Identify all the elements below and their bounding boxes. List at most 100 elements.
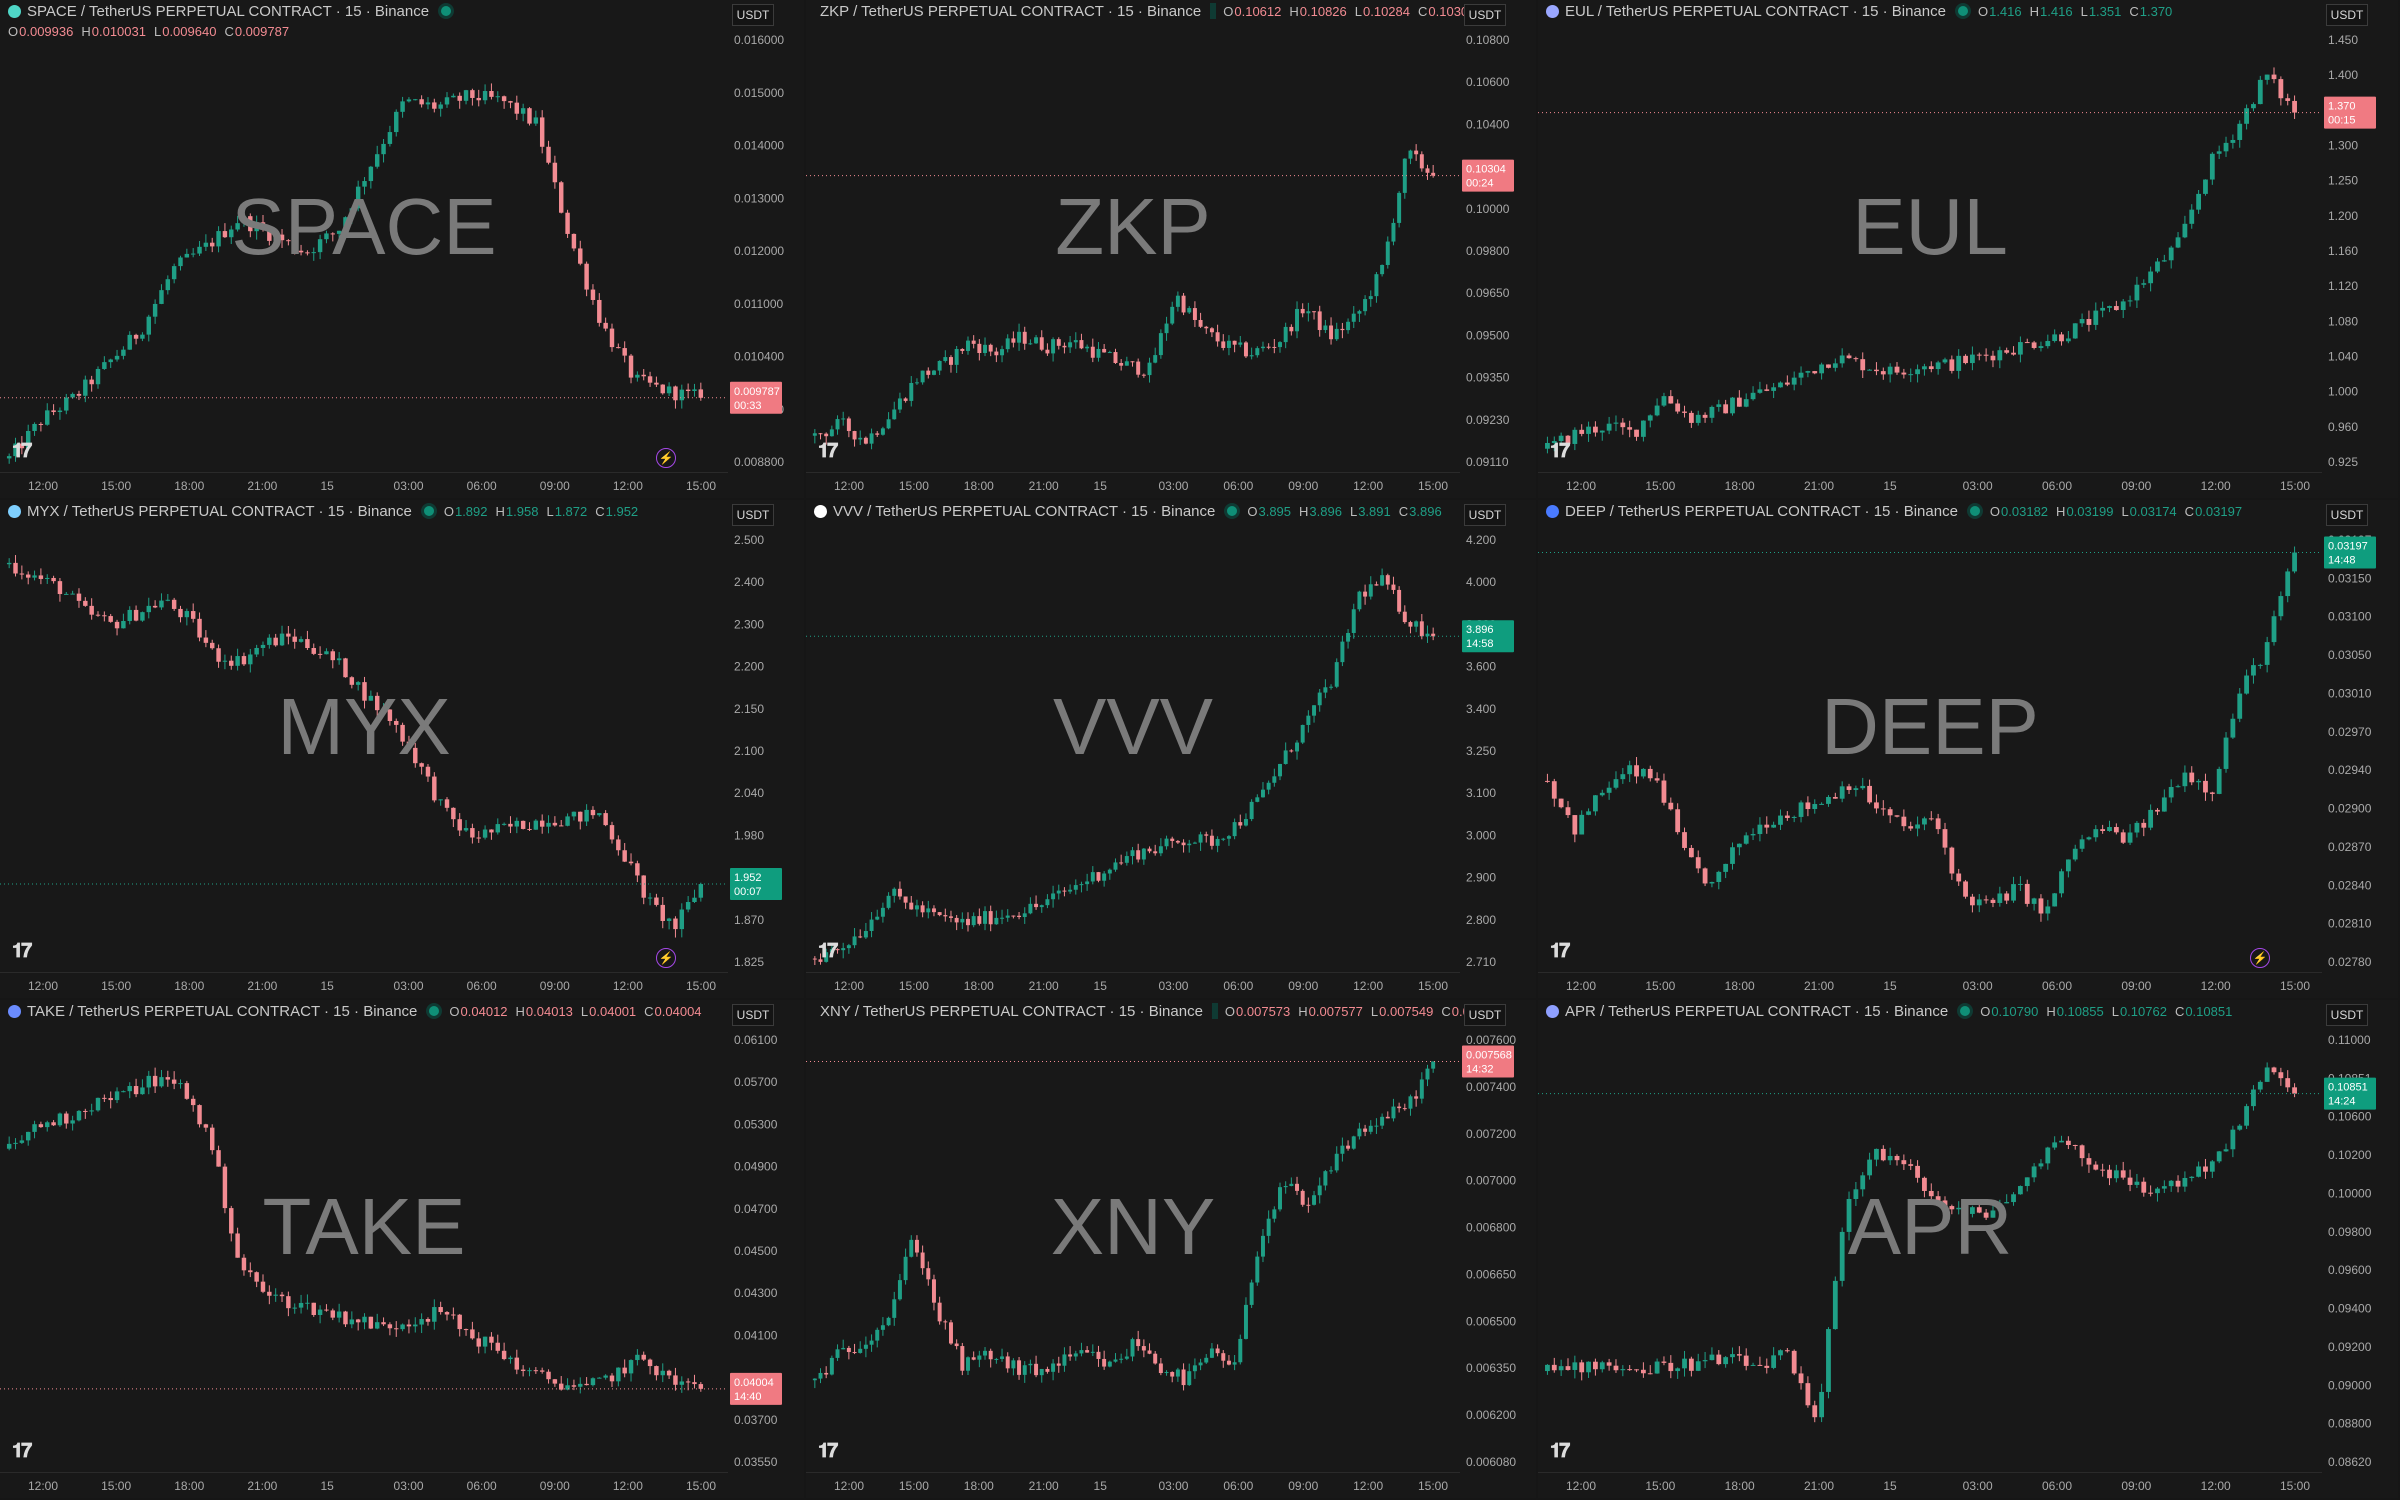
symbol-title[interactable]: SPACE / TetherUS PERPETUAL CONTRACT · 15… bbox=[27, 2, 430, 20]
symbol-header[interactable]: VVV / TetherUS PERPETUAL CONTRACT · 15 ·… bbox=[806, 500, 1458, 522]
time-axis[interactable]: 12:00 15:00 18:00 21:00 15 03:00 06:00 09:00 12:… bbox=[806, 472, 1460, 498]
market-status-icon[interactable] bbox=[423, 506, 434, 516]
time-axis[interactable]: 12:00 15:00 18:00 21:00 15 03:00 06:00 09:00 12:… bbox=[1538, 472, 2322, 498]
currency-button[interactable]: USDT bbox=[1464, 4, 1506, 26]
price-axis[interactable]: 0.007600 0.007400 0.007200 0.007000 0.006800… bbox=[1460, 1000, 1536, 1472]
price-chart[interactable] bbox=[806, 1000, 1460, 1472]
market-status-icon[interactable] bbox=[1969, 506, 1980, 516]
price-chart[interactable] bbox=[806, 0, 1460, 472]
chart-panel-take[interactable]: TAKE 0.06100 0.05700 0.05300 0.04900 0.04700 0… bbox=[0, 1000, 804, 1498]
tradingview-logo-icon[interactable]: 𝟏𝟕 bbox=[1550, 440, 1570, 462]
currency-button[interactable]: USDT bbox=[1464, 504, 1506, 526]
market-status-icon[interactable] bbox=[1957, 6, 1968, 16]
symbol-header[interactable]: TAKE / TetherUS PERPETUAL CONTRACT · 15 … bbox=[0, 1000, 726, 1022]
chart-panel-xny[interactable]: XNY 0.007600 0.007400 0.007200 0.007000 0.006… bbox=[806, 1000, 1536, 1498]
price-chart[interactable] bbox=[0, 500, 728, 972]
tradingview-logo-icon[interactable]: 𝟏𝟕 bbox=[12, 940, 32, 962]
price-chart[interactable] bbox=[0, 1000, 728, 1472]
candle bbox=[311, 247, 316, 261]
symbol-title[interactable]: ZKP / TetherUS PERPETUAL CONTRACT · 15 ·… bbox=[820, 2, 1202, 20]
currency-button[interactable]: USDT bbox=[732, 504, 774, 526]
chart-panel-apr[interactable]: APR0.110000.108510.106000.102000.100000.… bbox=[1538, 1000, 2398, 1498]
price-axis[interactable]: 4.2004.0003.8003.6003.4003.2503.1003.000… bbox=[1460, 500, 1536, 972]
price-axis[interactable]: 0.11000 0.10851 0.10600 0.10200 0.10000 0.098… bbox=[2322, 1000, 2398, 1472]
symbol-title[interactable]: DEEP / TetherUS PERPETUAL CONTRACT · 15 … bbox=[1565, 502, 1958, 520]
symbol-title[interactable]: VVV / TetherUS PERPETUAL CONTRACT · 15 ·… bbox=[833, 502, 1216, 520]
time-axis[interactable]: 12:00 15:00 18:00 21:00 15 03:00 06:00 09:00 12:… bbox=[1538, 972, 2322, 998]
price-axis[interactable]: 0.016000 0.015000 0.014000 0.013000 0.012000… bbox=[728, 0, 804, 472]
price-axis[interactable]: 0.06100 0.05700 0.05300 0.04900 0.04700 0.045… bbox=[728, 1000, 804, 1472]
price-chart[interactable] bbox=[0, 0, 728, 472]
symbol-header[interactable]: APR / TetherUS PERPETUAL CONTRACT · 15 ·… bbox=[1538, 1000, 2320, 1022]
market-status-icon[interactable] bbox=[1227, 506, 1238, 516]
price-chart[interactable] bbox=[1538, 1000, 2322, 1472]
currency-button[interactable]: USDT bbox=[2326, 504, 2368, 526]
tradingview-logo-icon[interactable]: 𝟏𝟕 bbox=[818, 1440, 838, 1462]
market-status-icon[interactable] bbox=[1960, 1006, 1971, 1016]
symbol-title[interactable]: TAKE / TetherUS PERPETUAL CONTRACT · 15 … bbox=[27, 1002, 418, 1020]
candle bbox=[926, 367, 931, 379]
symbol-header[interactable]: DEEP / TetherUS PERPETUAL CONTRACT · 15 … bbox=[1538, 500, 2320, 522]
time-tick-label: 12:00 bbox=[834, 979, 865, 993]
chart-panel-vvv[interactable]: VVV4.2004.0003.8003.6003.4003.2503.1003.… bbox=[806, 500, 1536, 998]
lightning-icon[interactable]: ⚡ bbox=[656, 448, 676, 468]
currency-button[interactable]: USDT bbox=[732, 4, 774, 26]
time-axis[interactable]: 12:00 15:00 18:00 21:00 15 03:00 06:00 09:00 12:… bbox=[1538, 1472, 2322, 1498]
time-tick-label: 15:00 bbox=[2280, 479, 2311, 493]
tradingview-logo-icon[interactable]: 𝟏𝟕 bbox=[818, 440, 838, 462]
candle bbox=[1935, 360, 1941, 375]
candle bbox=[2107, 820, 2112, 832]
symbol-header[interactable]: EUL / TetherUS PERPETUAL CONTRACT · 15 ·… bbox=[1538, 0, 2320, 22]
time-axis[interactable]: 12:00 15:00 18:00 21:00 15 03:00 06:00 09:00 12:… bbox=[0, 972, 728, 998]
currency-button[interactable]: USDT bbox=[1464, 1004, 1506, 1026]
lightning-icon[interactable]: ⚡ bbox=[2250, 948, 2270, 968]
symbol-title[interactable]: XNY / TetherUS PERPETUAL CONTRACT · 15 ·… bbox=[820, 1002, 1203, 1020]
chart-panel-space[interactable]: SPACE 0.016000 0.015000 0.014000 0.013000 0.0… bbox=[0, 0, 804, 498]
symbol-header[interactable]: MYX / TetherUS PERPETUAL CONTRACT · 15 ·… bbox=[0, 500, 726, 522]
price-axis[interactable]: 0.108000.106000.104000.102000.100000.098… bbox=[1460, 0, 1536, 472]
symbol-header[interactable]: SPACE / TetherUS PERPETUAL CONTRACT · 15… bbox=[0, 0, 726, 22]
time-axis[interactable]: 12:00 15:00 18:00 21:00 15 03:00 06:00 09:00 12:… bbox=[0, 1472, 728, 1498]
price-chart[interactable] bbox=[806, 500, 1460, 972]
lightning-icon[interactable]: ⚡ bbox=[656, 948, 676, 968]
candle bbox=[1599, 1360, 1605, 1373]
candle bbox=[533, 1367, 539, 1374]
market-status-icon[interactable] bbox=[441, 6, 452, 16]
chart-panel-eul[interactable]: EUL1.4501.4001.3501.3001.2501.2001.1601.… bbox=[1538, 0, 2398, 498]
symbol-title[interactable]: MYX / TetherUS PERPETUAL CONTRACT · 15 ·… bbox=[27, 502, 412, 520]
chart-panel-deep[interactable]: DEEP0.031970.031500.031000.030500.030100… bbox=[1538, 500, 2398, 998]
tradingview-logo-icon[interactable]: 𝟏𝟕 bbox=[818, 940, 838, 962]
market-status-icon[interactable] bbox=[429, 1006, 440, 1016]
tradingview-logo-icon[interactable]: 𝟏𝟕 bbox=[1550, 940, 1570, 962]
symbol-header[interactable]: ZKP / TetherUS PERPETUAL CONTRACT · 15 ·… bbox=[806, 0, 1475, 22]
candle bbox=[1928, 1183, 1934, 1200]
price-tick-label: 0.04300 bbox=[734, 1286, 778, 1300]
time-axis[interactable]: 12:00 15:00 18:00 21:00 15 03:00 06:00 09:00 12:… bbox=[806, 1472, 1460, 1498]
currency-button[interactable]: USDT bbox=[2326, 4, 2368, 26]
chart-panel-myx[interactable]: MYX 2.500 2.400 2.300 2.200 2.150 2.100 2.040 1.… bbox=[0, 500, 804, 998]
price-chart[interactable] bbox=[1538, 0, 2322, 472]
currency-button[interactable]: USDT bbox=[732, 1004, 774, 1026]
candle bbox=[1702, 867, 1708, 887]
candle bbox=[235, 1227, 240, 1258]
tradingview-logo-icon[interactable]: 𝟏𝟕 bbox=[12, 440, 32, 462]
candle bbox=[1181, 292, 1186, 316]
tradingview-logo-icon[interactable]: 𝟏𝟕 bbox=[12, 1440, 32, 1462]
time-tick-label: 03:00 bbox=[393, 1479, 424, 1493]
candle bbox=[1688, 844, 1694, 858]
chart-panel-zkp[interactable]: ZKP0.108000.106000.104000.102000.100000.… bbox=[806, 0, 1536, 498]
symbol-title[interactable]: EUL / TetherUS PERPETUAL CONTRACT · 15 ·… bbox=[1565, 2, 1946, 20]
price-axis[interactable]: 0.03197 0.03150 0.03100 0.03050 0.03010 0.029… bbox=[2322, 500, 2398, 972]
price-chart[interactable] bbox=[1538, 500, 2322, 972]
tradingview-logo-icon[interactable]: 𝟏𝟕 bbox=[1550, 1440, 1570, 1462]
time-axis[interactable]: 12:00 15:00 18:00 21:00 15 03:00 06:00 09:00 12:… bbox=[806, 972, 1460, 998]
symbol-header[interactable]: XNY / TetherUS PERPETUAL CONTRACT · 15 ·… bbox=[806, 1000, 1506, 1022]
currency-button[interactable]: USDT bbox=[2326, 1004, 2368, 1026]
symbol-title[interactable]: APR / TetherUS PERPETUAL CONTRACT · 15 ·… bbox=[1565, 1002, 1949, 1020]
price-axis[interactable]: 1.4501.4001.3501.3001.2501.2001.1601.120… bbox=[2322, 0, 2398, 472]
candle bbox=[1798, 366, 1804, 386]
time-axis[interactable]: 12:00 15:00 18:00 21:00 15 03:00 06:00 09:00 12:… bbox=[0, 472, 728, 498]
candle bbox=[2024, 1177, 2030, 1192]
candle bbox=[1414, 1090, 1419, 1107]
price-axis[interactable]: 2.500 2.400 2.300 2.200 2.150 2.100 2.040 1.980… bbox=[728, 500, 804, 972]
